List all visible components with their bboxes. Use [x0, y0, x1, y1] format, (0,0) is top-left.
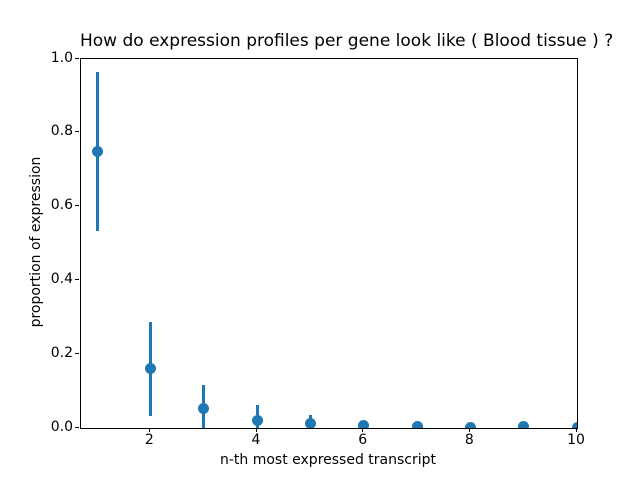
y-axis-tick [75, 57, 79, 59]
data-point-marker [304, 418, 316, 428]
y-axis-tick [75, 426, 79, 428]
y-tick-label: 1.0 [50, 49, 73, 66]
data-point-marker [198, 403, 210, 415]
data-point-marker [251, 415, 263, 427]
plot-clip-region [81, 59, 577, 428]
x-tick-label: 10 [567, 432, 585, 448]
data-point-marker [411, 420, 423, 428]
data-point-marker [91, 145, 103, 157]
plot-area [80, 58, 578, 429]
x-tick-label: 8 [464, 432, 474, 448]
x-axis-tick [575, 428, 577, 432]
x-axis-label: n-th most expressed transcript [219, 452, 437, 468]
x-axis-tick [148, 428, 150, 432]
y-tick-label: 0.6 [50, 197, 73, 214]
y-tick-label: 0.2 [50, 344, 73, 361]
y-axis-tick [75, 352, 79, 354]
y-tick-label: 0.8 [50, 123, 73, 140]
y-axis-tick [75, 278, 79, 280]
data-point-marker [464, 421, 476, 428]
data-point-marker [144, 363, 156, 375]
y-axis-tick [75, 131, 79, 133]
x-tick-label: 2 [144, 432, 154, 448]
y-axis-label: proportion of expression [28, 156, 44, 328]
data-point-marker [518, 421, 530, 428]
y-axis-tick [75, 205, 79, 207]
x-axis-tick [362, 428, 364, 432]
y-tick-label: 0.0 [50, 418, 73, 435]
x-tick-label: 6 [358, 432, 368, 448]
chart-title: How do expression profiles per gene look… [80, 31, 614, 51]
y-tick-label: 0.4 [50, 270, 73, 287]
data-point-marker [571, 421, 577, 428]
x-axis-tick [255, 428, 257, 432]
data-point-marker [358, 420, 370, 428]
x-axis-tick [468, 428, 470, 432]
x-tick-label: 4 [251, 432, 261, 448]
